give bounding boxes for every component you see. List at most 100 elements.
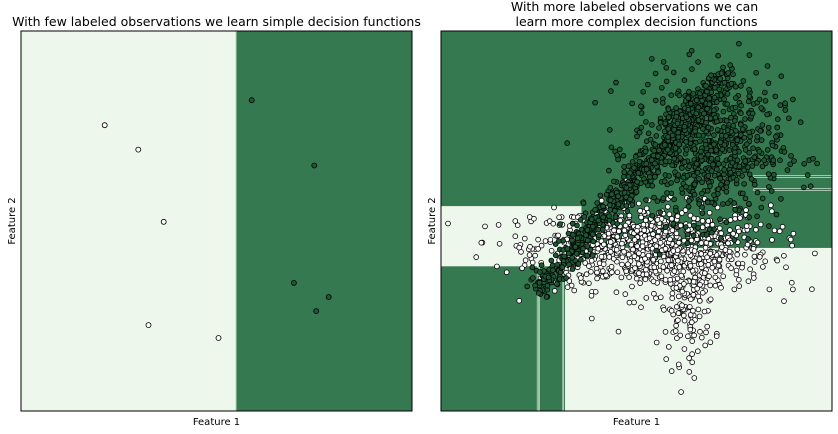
data-point-class-1 bbox=[572, 244, 579, 250]
data-point-class-1 bbox=[699, 210, 706, 216]
data-point-class-0 bbox=[691, 215, 697, 222]
data-point-class-0 bbox=[751, 259, 758, 265]
data-point-class-1 bbox=[729, 141, 736, 148]
data-point-class-0 bbox=[622, 291, 629, 297]
data-point-class-1 bbox=[739, 126, 746, 133]
data-point-class-1 bbox=[666, 173, 672, 179]
data-point-class-0 bbox=[670, 248, 677, 254]
data-point-class-0 bbox=[678, 389, 684, 395]
data-point-class-0 bbox=[651, 264, 658, 271]
data-point-class-1 bbox=[721, 171, 727, 178]
data-point-class-0 bbox=[701, 308, 708, 315]
data-point-class-0 bbox=[642, 276, 649, 283]
data-point-class-1 bbox=[597, 192, 604, 199]
data-point-class-0 bbox=[680, 268, 687, 275]
data-point-class-1 bbox=[751, 154, 758, 161]
data-point-class-1 bbox=[648, 157, 655, 163]
data-point-class-1 bbox=[649, 122, 655, 128]
data-point-class-0 bbox=[613, 289, 620, 296]
data-point-class-0 bbox=[731, 286, 738, 293]
data-point-class-1 bbox=[717, 75, 724, 82]
data-point-class-1 bbox=[745, 98, 752, 105]
data-point-class-1 bbox=[652, 97, 659, 104]
data-point-class-1 bbox=[584, 252, 590, 259]
data-point-class-0 bbox=[637, 207, 643, 214]
data-point-class-0 bbox=[668, 368, 675, 374]
data-point-class-1 bbox=[699, 190, 705, 197]
data-point-class-0 bbox=[651, 290, 657, 297]
data-point-class-1 bbox=[704, 199, 711, 206]
data-point-class-0 bbox=[771, 227, 778, 234]
data-point-class-1 bbox=[655, 169, 661, 175]
data-point-class-1 bbox=[592, 207, 598, 213]
left-y-axis-label: Feature 2 bbox=[7, 197, 18, 244]
data-point-class-1 bbox=[721, 166, 727, 173]
data-point-class-0 bbox=[636, 250, 642, 257]
data-point-class-1 bbox=[645, 130, 652, 137]
data-point-class-0 bbox=[643, 266, 649, 273]
data-point-class-0 bbox=[588, 315, 595, 322]
data-point-class-0 bbox=[478, 239, 485, 246]
data-point-class-1 bbox=[746, 200, 752, 207]
data-point-class-0 bbox=[681, 281, 687, 287]
data-point-class-0 bbox=[690, 307, 696, 314]
data-point-class-1 bbox=[741, 134, 748, 141]
data-point-class-1 bbox=[736, 163, 743, 170]
data-point-class-1 bbox=[627, 196, 633, 203]
data-point-class-1 bbox=[720, 64, 726, 71]
left-chart-title: With few labeled observations we learn s… bbox=[12, 14, 421, 29]
data-point-class-1 bbox=[706, 101, 713, 107]
data-point-class-0 bbox=[707, 339, 714, 346]
data-point-class-1 bbox=[765, 80, 772, 86]
data-point-class-0 bbox=[706, 210, 713, 216]
data-point-class-1 bbox=[742, 116, 748, 122]
data-point-class-1 bbox=[681, 123, 688, 130]
data-point-class-1 bbox=[613, 79, 619, 86]
data-point-class-0 bbox=[689, 351, 695, 357]
data-point-class-0 bbox=[781, 253, 787, 259]
data-point-class-1 bbox=[753, 70, 759, 76]
data-point-class-1 bbox=[723, 133, 729, 139]
data-point-class-1 bbox=[683, 147, 690, 153]
data-point-class-1 bbox=[728, 114, 734, 121]
data-point-class-1 bbox=[696, 132, 702, 139]
data-point-class-1 bbox=[730, 123, 737, 129]
data-point-class-1 bbox=[797, 119, 804, 125]
data-point-class-1 bbox=[590, 223, 596, 230]
data-point-class-1 bbox=[543, 294, 550, 300]
data-point-class-0 bbox=[643, 295, 650, 301]
data-point-class-1 bbox=[612, 214, 619, 220]
data-point-class-0 bbox=[600, 261, 607, 268]
data-point-class-1 bbox=[599, 226, 606, 233]
data-point-class-0 bbox=[588, 257, 595, 264]
data-point-class-1 bbox=[665, 106, 672, 113]
data-point-class-1 bbox=[643, 119, 649, 125]
data-point-class-0 bbox=[757, 221, 764, 228]
data-point-class-1 bbox=[616, 146, 623, 153]
data-point-class-0 bbox=[716, 256, 723, 263]
data-point-class-0 bbox=[527, 243, 533, 250]
data-point-class-1 bbox=[739, 190, 746, 197]
data-point-class-0 bbox=[705, 262, 712, 268]
data-point-class-0 bbox=[650, 278, 657, 285]
data-point-class-0 bbox=[779, 223, 786, 230]
data-point-class-0 bbox=[701, 270, 708, 276]
data-point-class-0 bbox=[707, 296, 714, 303]
data-point-class-1 bbox=[545, 274, 552, 281]
data-point-class-1 bbox=[640, 89, 646, 95]
data-point-class-1 bbox=[711, 94, 718, 101]
data-point-class-1 bbox=[759, 195, 766, 202]
data-point-class-0 bbox=[623, 268, 629, 275]
data-point-class-1 bbox=[656, 147, 662, 154]
data-point-class-1 bbox=[699, 97, 705, 104]
data-point-class-1 bbox=[569, 220, 576, 227]
data-point-class-1 bbox=[565, 250, 572, 257]
data-point-class-1 bbox=[711, 132, 717, 138]
data-point-class-1 bbox=[801, 161, 807, 167]
data-point-class-1 bbox=[711, 172, 718, 179]
data-point-class-1 bbox=[708, 168, 715, 174]
data-point-class-1 bbox=[658, 159, 665, 166]
data-point-class-1 bbox=[718, 181, 724, 188]
data-point-class-1 bbox=[663, 78, 670, 85]
data-point-class-0 bbox=[743, 223, 750, 229]
